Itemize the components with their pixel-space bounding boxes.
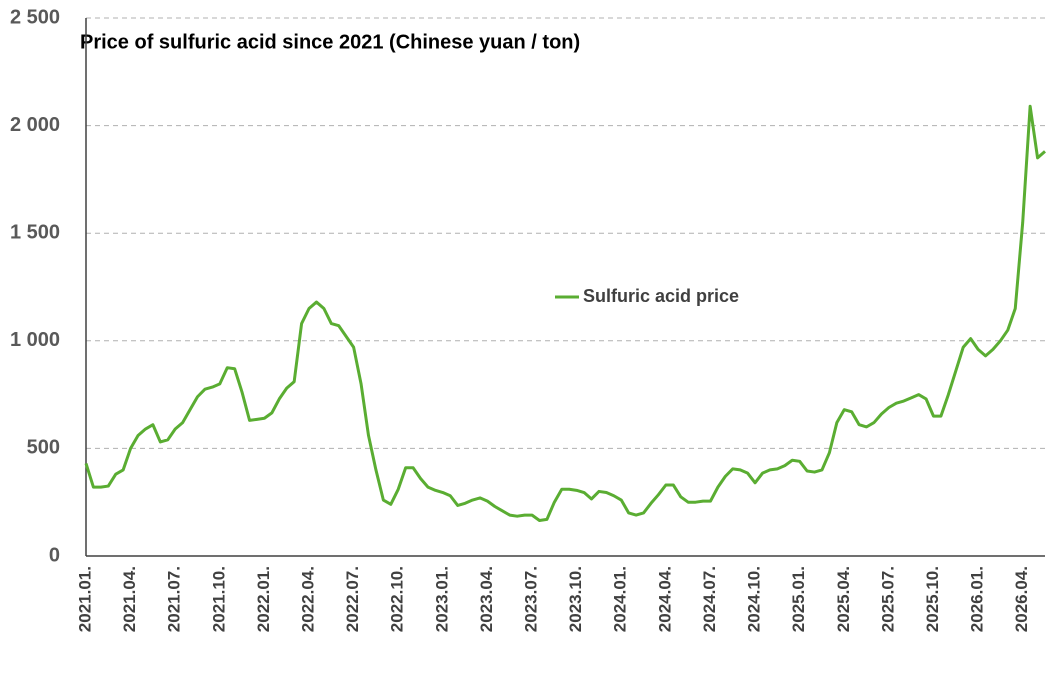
x-tick-label: 2024.01. [611,566,630,632]
x-tick-label: 2022.01. [254,566,273,632]
y-tick-label: 2 000 [10,114,60,136]
x-tick-label: 2025.07. [878,566,897,632]
x-tick-label: 2022.04. [299,566,318,632]
legend-label: Sulfuric acid price [583,286,739,306]
x-tick-label: 2023.10. [566,566,585,632]
x-tick-label: 2024.07. [700,566,719,632]
x-tick-label: 2021.04. [120,566,139,632]
x-tick-label: 2025.04. [834,566,853,632]
x-tick-label: 2022.07. [343,566,362,632]
chart-title: Price of sulfuric acid since 2021 (Chine… [80,31,580,53]
line-series [84,104,1046,522]
x-tick-label: 2025.01. [789,566,808,632]
x-tick-label: 2023.04. [477,566,496,632]
x-tick-label: 2021.01. [75,566,94,632]
y-tick-label: 0 [49,544,60,566]
x-tick-label: 2023.01. [432,566,451,632]
x-tick-label: 2021.10. [209,566,228,632]
y-tick-label: 500 [27,437,60,459]
x-tick-label: 2024.10. [745,566,764,632]
x-tick-label: 2026.01. [968,566,987,632]
y-tick-label: 2 500 [10,6,60,28]
x-tick-label: 2024.04. [655,566,674,632]
x-tick-label: 2026.04. [1012,566,1031,632]
x-tick-label: 2022.10. [388,566,407,632]
x-tick-label: 2021.07. [165,566,184,632]
y-tick-label: 1 000 [10,329,60,351]
y-tick-label: 1 500 [10,221,60,243]
x-tick-label: 2023.07. [522,566,541,632]
x-tick-label: 2025.10. [923,566,942,632]
